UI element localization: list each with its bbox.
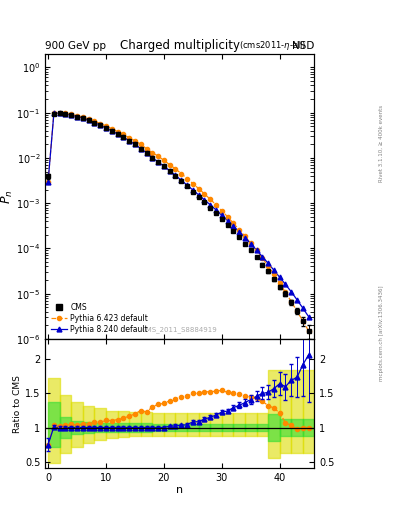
Text: (cms2011-$\eta$-all): (cms2011-$\eta$-all): [239, 39, 307, 52]
Text: Charged multiplicity: Charged multiplicity: [120, 39, 240, 52]
Text: mcplots.cern.ch [arXiv:1306.3436]: mcplots.cern.ch [arXiv:1306.3436]: [379, 285, 384, 380]
Text: CMS_2011_S8884919: CMS_2011_S8884919: [142, 327, 218, 333]
Text: 900 GeV pp: 900 GeV pp: [45, 41, 106, 51]
Y-axis label: Ratio to CMS: Ratio to CMS: [13, 375, 22, 433]
Legend: CMS, Pythia 6.423 default, Pythia 8.240 default: CMS, Pythia 6.423 default, Pythia 8.240 …: [49, 301, 150, 335]
Text: Rivet 3.1.10, ≥ 400k events: Rivet 3.1.10, ≥ 400k events: [379, 105, 384, 182]
Y-axis label: $P_n$: $P_n$: [0, 189, 15, 204]
X-axis label: n: n: [176, 485, 184, 495]
Text: NSD: NSD: [292, 41, 314, 51]
